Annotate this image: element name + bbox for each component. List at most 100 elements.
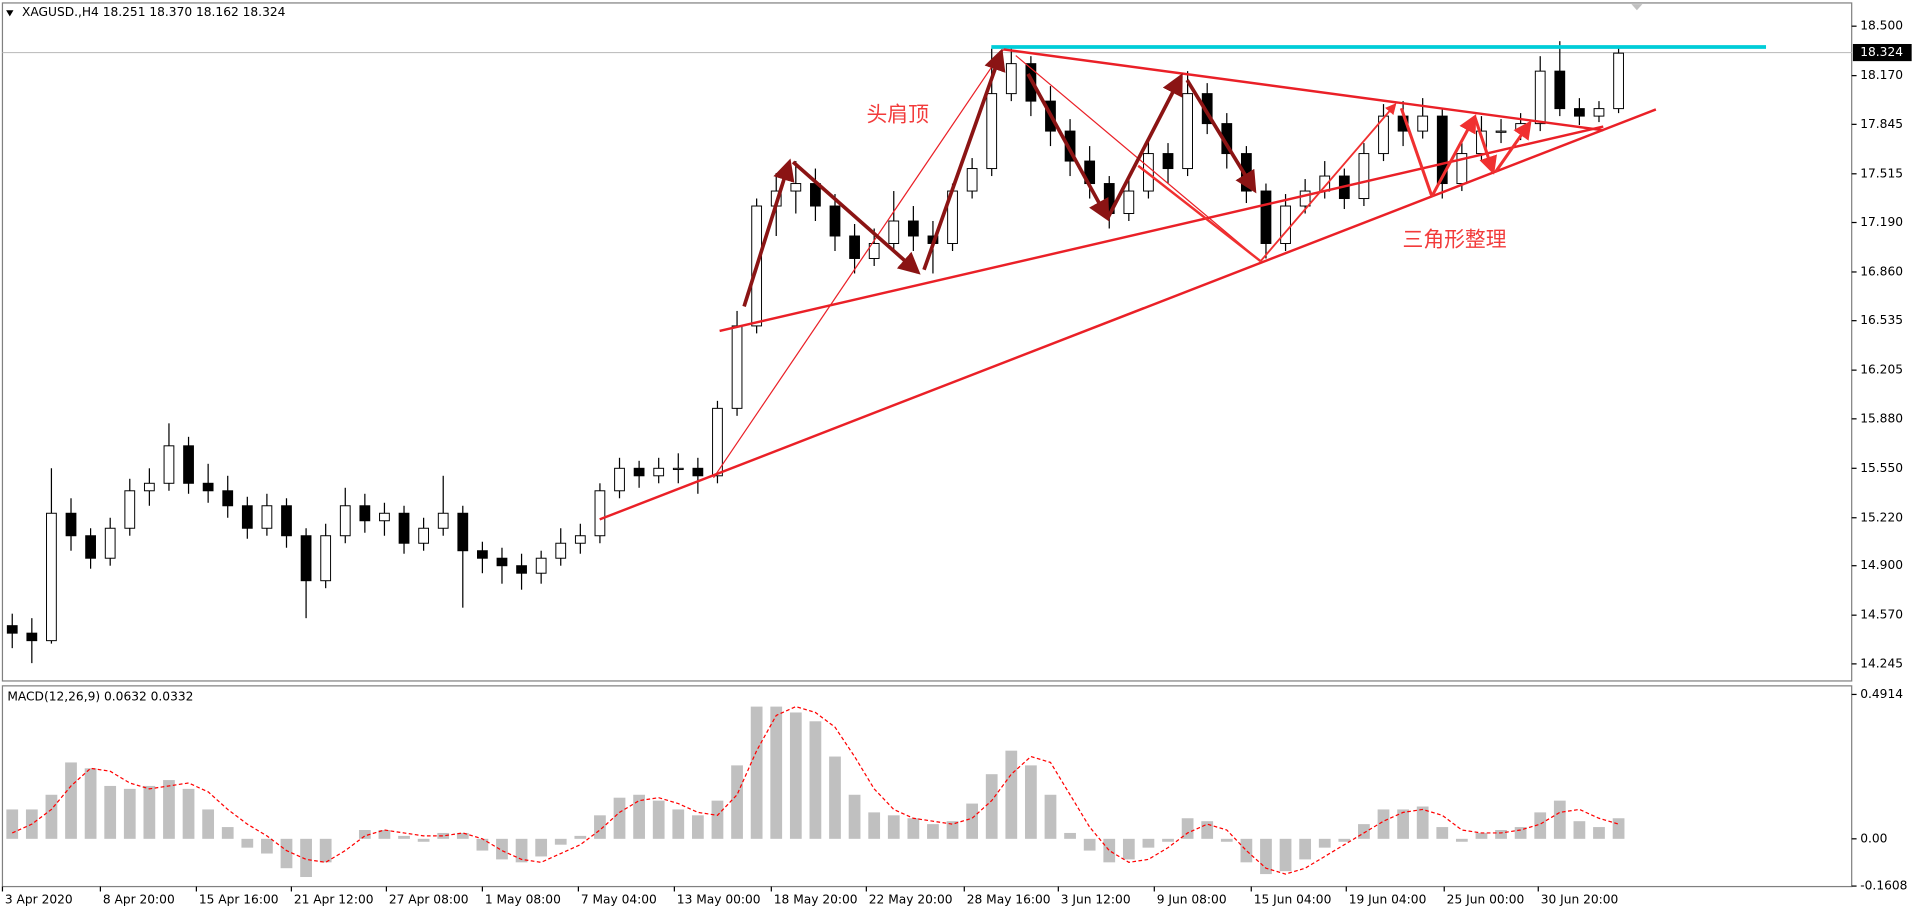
current-price-box [1852, 43, 1912, 62]
macd-bar [1299, 838, 1312, 860]
macd-bar [221, 827, 234, 839]
y-tick-label: 15.880 [1860, 411, 1903, 425]
y-tick-label: 0.4914 [1860, 687, 1903, 701]
macd-bar [300, 838, 312, 878]
trend-line [599, 108, 1657, 521]
candle-body [339, 505, 351, 537]
macd-bar [927, 824, 939, 839]
macd-bar [1397, 809, 1409, 839]
macd-bar [417, 838, 430, 842]
macd-bar [1495, 830, 1507, 839]
annotation: 头肩顶 [866, 103, 929, 127]
macd-bar [691, 815, 704, 839]
y-tick-label: 14.245 [1860, 656, 1903, 670]
candle-body [555, 542, 567, 559]
macd-bar [1025, 765, 1037, 839]
candle-body [888, 220, 900, 244]
macd-bar [1103, 838, 1116, 863]
candle-body [1260, 190, 1272, 244]
candle-body [1182, 93, 1193, 170]
candle-body [1417, 115, 1429, 132]
x-tick-label: 18 May 20:00 [774, 893, 858, 907]
candle-body [281, 505, 292, 537]
x-tick-label: 15 Apr 16:00 [199, 893, 279, 907]
macd-bar [163, 780, 175, 839]
candle-body [574, 535, 586, 544]
macd-bar [770, 706, 783, 839]
macd-bar [613, 797, 626, 839]
wave-arrow [1259, 103, 1397, 262]
candle-body [1299, 190, 1311, 207]
macd-bar [261, 838, 273, 854]
menu-arrow[interactable] [6, 10, 14, 17]
candle-body [1554, 70, 1566, 110]
chart-title: XAGUSD.,H4 18.251 18.370 18.162 18.324 [22, 5, 286, 19]
wave-arrow [1430, 114, 1477, 198]
candle-body [85, 535, 96, 559]
indicator-title: MACD(12,26,9) 0.0632 0.0332 [7, 689, 193, 703]
macd-bar [1553, 800, 1566, 839]
macd-bar [280, 838, 293, 869]
macd-bar [1162, 838, 1174, 842]
macd-bar [672, 809, 685, 839]
x-tick-label: 27 Apr 08:00 [389, 893, 469, 907]
macd-bar [1142, 838, 1155, 848]
macd-bar [1279, 838, 1292, 872]
macd-bar [476, 838, 489, 851]
candle-body [1436, 115, 1448, 185]
macd-bar [84, 768, 97, 839]
candle-body [241, 505, 253, 529]
wave-arrow [922, 48, 1006, 271]
macd-bar [985, 774, 998, 839]
trend-line [719, 125, 1604, 333]
macd-bar [868, 812, 881, 839]
candle-body [692, 467, 704, 477]
candle-body [477, 550, 488, 559]
macd-bar [966, 803, 979, 839]
candle-body [222, 490, 234, 507]
candle-body [653, 467, 665, 477]
macd-bar [319, 838, 332, 863]
candle-body [672, 467, 684, 471]
wave-arrow [1026, 73, 1110, 222]
macd-bar [809, 721, 822, 839]
macd-bar [1220, 838, 1233, 842]
macd-panel-frame [1, 685, 1853, 888]
macd-bar [378, 830, 391, 839]
y-tick-label: 14.570 [1860, 608, 1903, 622]
x-tick-label: 28 May 16:00 [967, 893, 1051, 907]
candle-body [418, 527, 430, 544]
macd-bar [731, 765, 743, 839]
candle-body [65, 512, 77, 537]
y-tick-label: 16.205 [1860, 363, 1903, 377]
candle-body [907, 220, 919, 237]
wave-arrow [1105, 73, 1183, 220]
macd-bar [1475, 832, 1488, 839]
x-tick-label: 21 Apr 12:00 [294, 893, 374, 907]
x-tick-label: 7 May 04:00 [581, 893, 657, 907]
wave-arrow [1137, 164, 1262, 263]
candle-body [731, 325, 743, 409]
macd-bar [1358, 824, 1370, 839]
candle-body [1005, 63, 1017, 95]
macd-bar [1514, 827, 1527, 839]
macd-bar [515, 838, 528, 863]
macd-bar [1201, 821, 1214, 839]
macd-bar [848, 794, 861, 839]
x-tick-label: 9 Jun 08:00 [1157, 893, 1227, 907]
macd-bar [789, 712, 802, 839]
macd-bar [887, 815, 900, 839]
x-tick-label: 22 May 20:00 [869, 893, 953, 907]
macd-bar [594, 815, 606, 839]
wave-arrow [1494, 120, 1532, 173]
candle-body [320, 535, 332, 582]
wave-arrow [1399, 107, 1434, 197]
candle-body [1123, 190, 1135, 215]
x-tick-label: 3 Jun 12:00 [1061, 893, 1131, 907]
candle-body [849, 235, 860, 259]
y-tick-label: -0.1608 [1860, 879, 1907, 893]
candle-body [143, 482, 155, 492]
macd-bar [182, 788, 195, 839]
candle-body [46, 512, 57, 642]
